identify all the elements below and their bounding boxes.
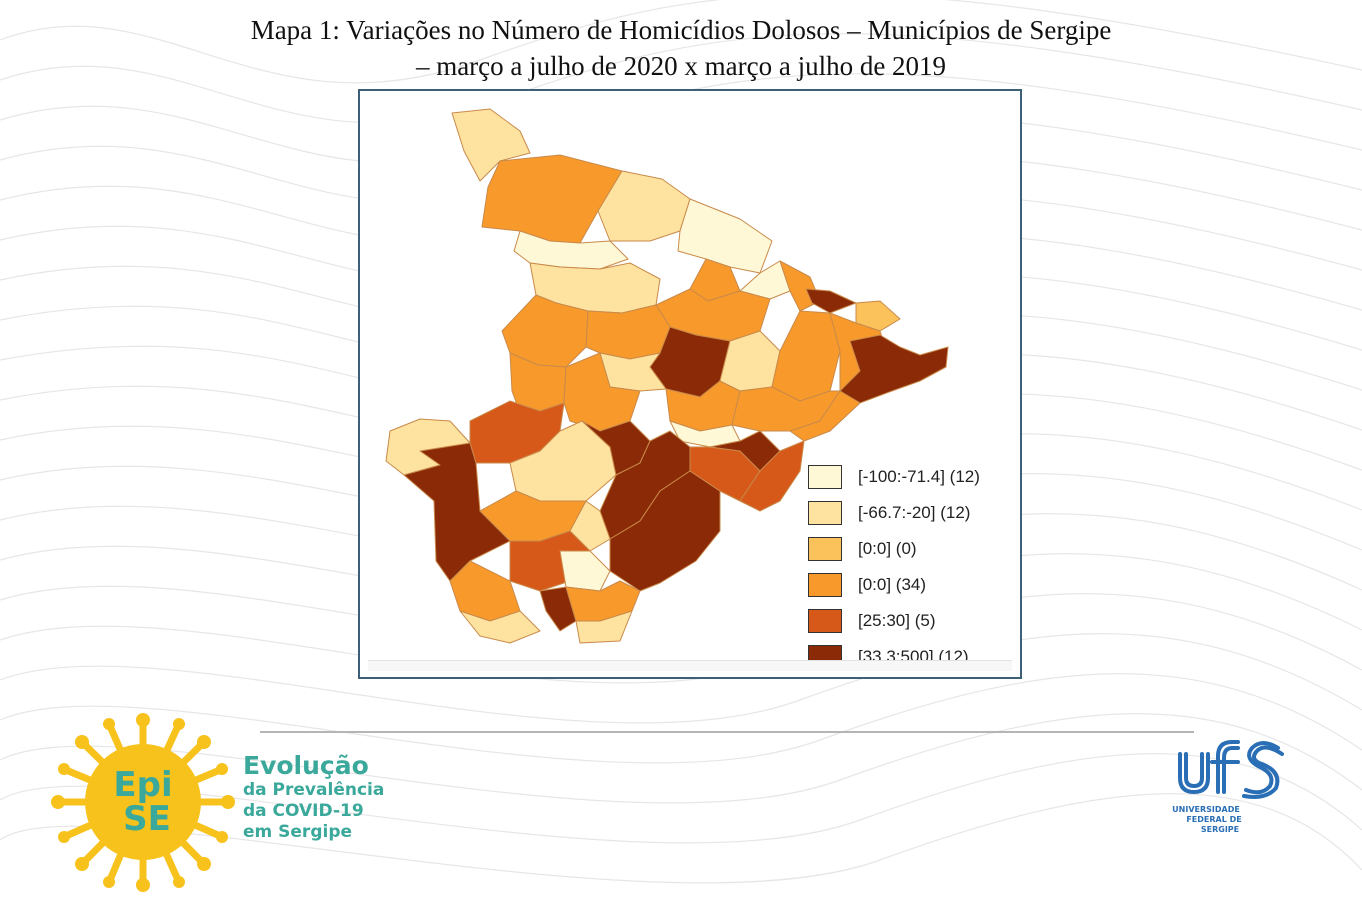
municipality (855, 300, 901, 332)
legend-label: [-100:-71.4] (12) (858, 467, 980, 486)
legend-swatch (808, 465, 842, 489)
epise-line3: da COVID-19 (243, 801, 364, 821)
map-title: Mapa 1: Variações no Número de Homicídio… (181, 12, 1181, 84)
legend-item: [0:0] (0) (808, 531, 1008, 567)
map-frame: [-100:-71.4] (12) [-66.7:-20] (12) [0:0]… (358, 89, 1022, 679)
map-title-line1: Mapa 1: Variações no Número de Homicídio… (250, 15, 1112, 45)
ufs-logo: UNIVERSIDADE FEDERAL DE SERGIPE (1172, 740, 1284, 834)
map-title-line2: – março a julho de 2020 x março a julho … (415, 51, 947, 81)
legend-label: [25:30] (5) (858, 611, 936, 630)
legend-item: [0:0] (34) (808, 567, 1008, 603)
ufs-line1: UNIVERSIDADE (1172, 805, 1240, 814)
municipality (739, 440, 805, 512)
epise-mark-line2: SE (123, 799, 171, 839)
legend-item: [-66.7:-20] (12) (808, 495, 1008, 531)
municipality (481, 154, 623, 244)
legend-swatch (808, 501, 842, 525)
municipality (459, 610, 541, 644)
epise-line2: da Prevalência (243, 780, 385, 800)
legend-label: [-66.7:-20] (12) (858, 503, 971, 522)
municipality (677, 198, 773, 274)
municipality (575, 610, 633, 644)
municipality (839, 334, 949, 404)
municipality (539, 586, 577, 632)
legend-swatch (808, 537, 842, 561)
epise-line4: em Sergipe (243, 822, 353, 842)
epise-mark-line1: Epi (113, 765, 172, 805)
epise-logo: Epi SE (51, 713, 235, 892)
legend-swatch (808, 609, 842, 633)
legend-label: [0:0] (34) (858, 575, 927, 594)
sergipe-choropleth-map (385, 108, 949, 644)
ufs-line2: FEDERAL DE (1186, 815, 1241, 824)
municipality (451, 108, 531, 182)
municipality (559, 550, 611, 592)
legend-label: [0:0] (0) (858, 539, 917, 558)
legend-item: [25:30] (5) (808, 603, 1008, 639)
municipality (597, 170, 691, 242)
municipality (513, 230, 629, 270)
footer-divider (260, 731, 1194, 733)
municipality (805, 288, 857, 314)
map-legend: [-100:-71.4] (12) [-66.7:-20] (12) [0:0]… (808, 459, 1008, 675)
ufs-line3: SERGIPE (1201, 825, 1239, 834)
legend-item: [-100:-71.4] (12) (808, 459, 1008, 495)
legend-swatch (808, 573, 842, 597)
municipality (585, 304, 671, 360)
epise-wordmark: Evolução da Prevalência da COVID-19 em S… (243, 752, 384, 843)
map-horizontal-scrollbar[interactable] (368, 660, 1012, 671)
epise-title: Evolução (243, 751, 369, 780)
municipality (771, 310, 841, 402)
